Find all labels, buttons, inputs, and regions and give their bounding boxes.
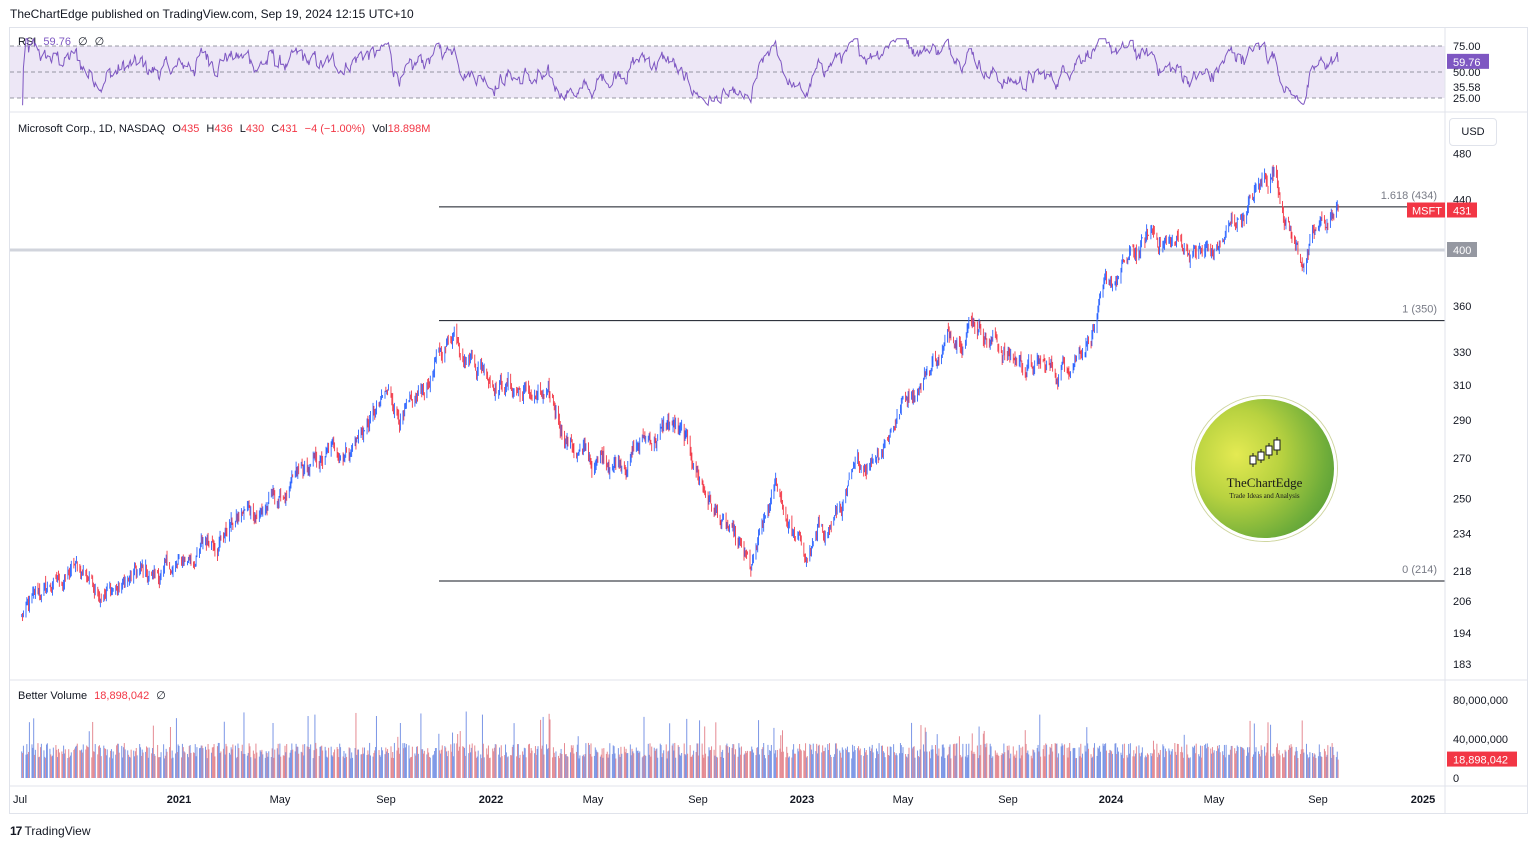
- close-key: C: [271, 123, 280, 135]
- rsi-line: [22, 37, 1339, 107]
- time-label-2024: 2024: [1099, 794, 1124, 806]
- high-key: H: [206, 123, 215, 135]
- price-scales: 75.0050.0035.5825.0059.76480440360330310…: [1407, 41, 1517, 785]
- rsi-scale-label: 35.58: [1453, 82, 1481, 94]
- time-label-may: May: [270, 794, 291, 806]
- volume-scale-label: 40,000,000: [1453, 734, 1508, 746]
- rsi-current-label: 59.76: [1453, 57, 1481, 69]
- price-scale-label: 218: [1453, 566, 1471, 578]
- volume-legend-name: Better Volume: [18, 690, 88, 702]
- price-scale-label: 480: [1453, 149, 1471, 161]
- price-scale-label: 250: [1453, 494, 1471, 506]
- rsi-current-box: [1447, 53, 1489, 69]
- time-label-may: May: [893, 794, 914, 806]
- close-value: 431: [279, 123, 298, 135]
- volume-scale-label: 80,000,000: [1453, 695, 1508, 707]
- last-price-box: [1447, 202, 1477, 218]
- price-scale-label: 194: [1453, 628, 1471, 640]
- last-price-label: 431: [1453, 205, 1471, 217]
- rsi-pane: [10, 37, 1445, 107]
- rsi-legend-name: RSI: [18, 36, 37, 48]
- volume-current-box: [1447, 751, 1517, 767]
- rsi-legend-param-2: ∅: [94, 36, 105, 48]
- candles-icon: [1249, 437, 1281, 467]
- price-scale-label: 183: [1453, 659, 1471, 671]
- rsi-legend[interactable]: RSI 59.76 ∅ ∅: [18, 35, 108, 48]
- rsi-legend-param-1: ∅: [78, 36, 88, 48]
- time-label-2021: 2021: [167, 794, 191, 806]
- fib-label-0: 1.618 (434): [1381, 190, 1437, 202]
- level-400-box: [1447, 242, 1477, 257]
- rsi-legend-value: 59.76: [43, 36, 71, 48]
- volume-pane: [21, 711, 1339, 778]
- time-label-may: May: [1204, 794, 1225, 806]
- volume-current-label: 18,898,042: [1453, 755, 1508, 767]
- fib-label-1: 1 (350): [1402, 304, 1437, 316]
- symbol-tag: MSFT: [1412, 205, 1442, 217]
- volume-legend[interactable]: Better Volume 18,898,042 ∅: [18, 689, 170, 702]
- volume-value: 18.898M: [387, 123, 431, 135]
- tv-logo-icon: 17: [10, 824, 22, 838]
- high-value: 436: [214, 123, 233, 135]
- symbol-description: Microsoft Corp., 1D, NASDAQ: [18, 123, 166, 135]
- brand-tagline: Trade Ideas and Analysis: [1229, 492, 1300, 500]
- volume-key: Vol: [372, 123, 388, 135]
- time-label-sep: Sep: [998, 794, 1018, 806]
- main-legend[interactable]: Microsoft Corp., 1D, NASDAQ O435 H436 L4…: [18, 123, 434, 135]
- price-scale-label: 206: [1453, 596, 1471, 608]
- price-scale-label: 330: [1453, 347, 1471, 359]
- price-scale-label: 360: [1453, 301, 1471, 313]
- fib-label-2: 0 (214): [1402, 564, 1437, 576]
- low-key: L: [239, 123, 246, 135]
- volume-legend-param: ∅: [156, 690, 166, 702]
- currency-button[interactable]: USD: [1449, 118, 1497, 146]
- volume-legend-value: 18,898,042: [94, 690, 150, 702]
- price-scale-label: 290: [1453, 415, 1471, 427]
- time-axis: Jul 2021 May Sep 2022 May Sep 2023 May Sep 2024 May…: [10, 28, 1528, 813]
- price-pane: 1.618 (434) 1 (350) 0 (214): [10, 164, 1445, 622]
- time-label-sep: Sep: [688, 794, 708, 806]
- publisher-line: TheChartEdge published on TradingView.co…: [10, 7, 414, 21]
- price-scale-label: 270: [1453, 453, 1471, 465]
- rsi-scale-label: 50.00: [1453, 67, 1481, 79]
- low-value: 430: [245, 123, 265, 135]
- time-label-2025: 2025: [1411, 794, 1435, 806]
- open-value: 435: [180, 123, 200, 135]
- rsi-scale-label: 75.00: [1453, 41, 1481, 53]
- price-scale-label: 310: [1453, 380, 1471, 392]
- time-label-sep: Sep: [1308, 794, 1328, 806]
- time-label-may: May: [583, 794, 604, 806]
- price-scale-label: 234: [1453, 529, 1471, 541]
- brand-badge: TheChartEdge Trade Ideas and Analysis: [1192, 396, 1337, 541]
- time-label-jul: Jul: [13, 794, 27, 806]
- level-400-label: 400: [1453, 245, 1471, 257]
- rsi-scale-label: 25.00: [1453, 93, 1481, 105]
- chart-frame: [9, 27, 1528, 814]
- change-value: −4 (−1.00%): [304, 123, 366, 135]
- symbol-tag-box: [1407, 202, 1445, 218]
- time-label-2023: 2023: [790, 794, 814, 806]
- tv-logo-text: TradingView: [24, 824, 91, 838]
- open-key: O: [172, 123, 181, 135]
- volume-scale-label: 0: [1453, 773, 1459, 785]
- time-label-2022: 2022: [479, 794, 503, 806]
- time-label-sep: Sep: [376, 794, 396, 806]
- tradingview-logo[interactable]: 17 TradingView: [10, 824, 91, 838]
- brand-name: TheChartEdge: [1226, 475, 1303, 490]
